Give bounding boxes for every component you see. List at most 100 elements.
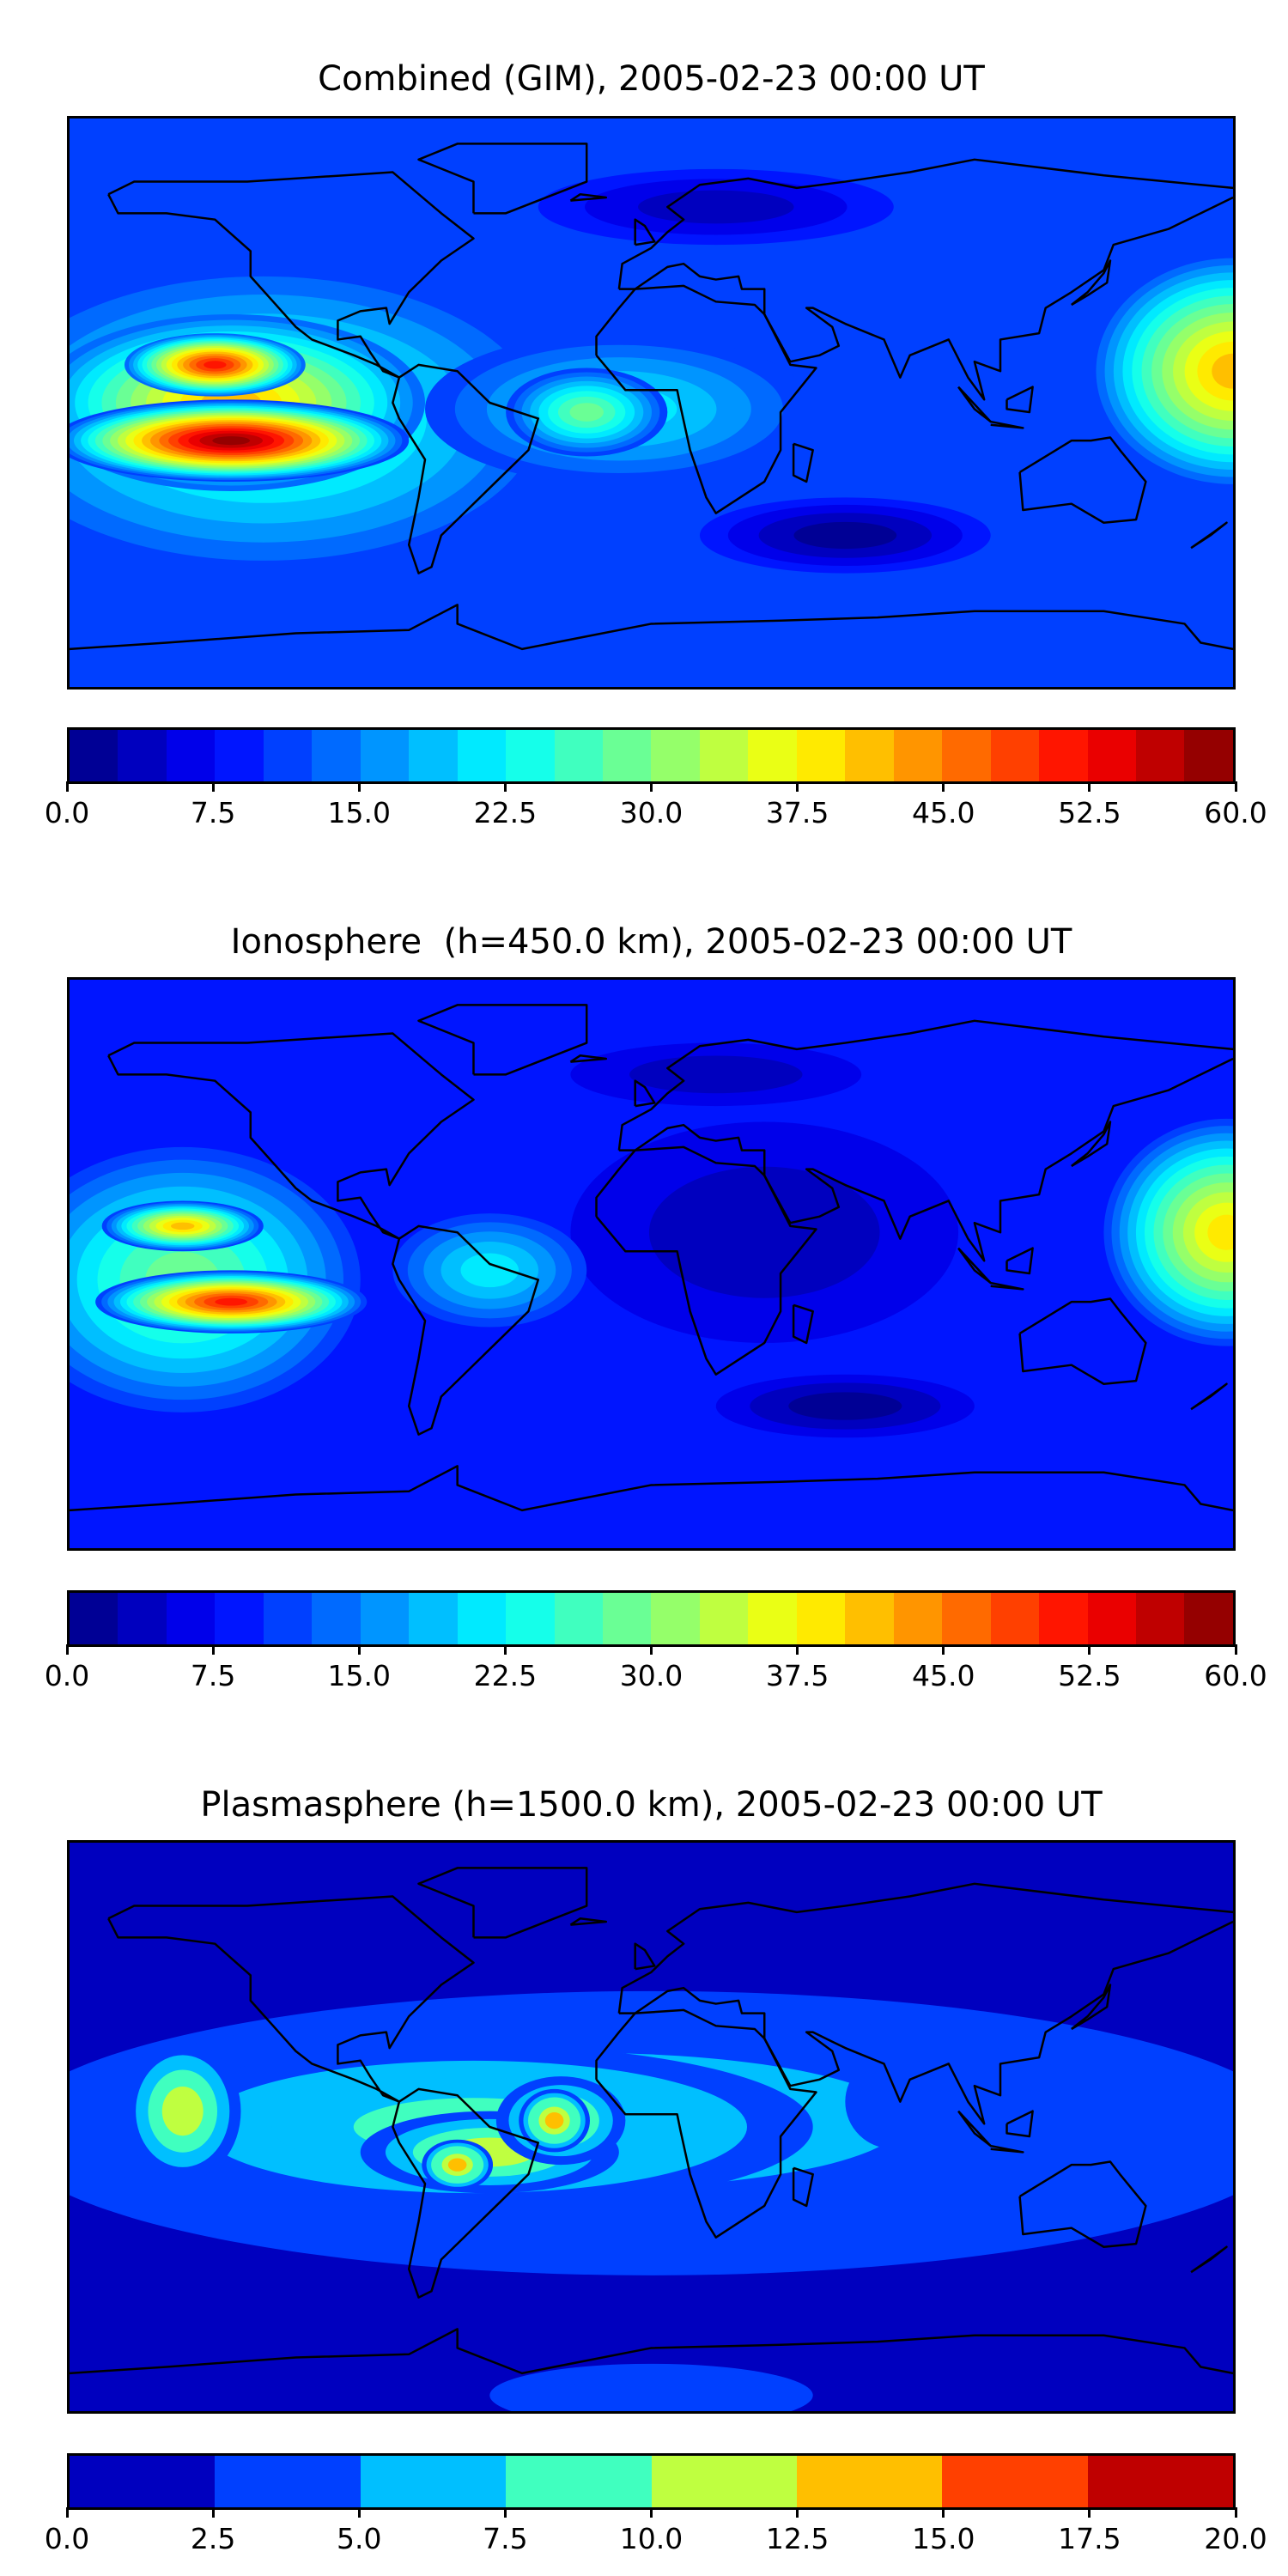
colorbar-ticks-combined: 0.0 7.5 15.0 22.5 30.0 37.5 45.0 52.5 60.0 (45, 781, 1267, 829)
tick-label: 12.5 (765, 2522, 829, 2555)
colorbar-bin (506, 730, 555, 781)
tick-label: 7.5 (483, 2522, 528, 2555)
tick-label: 60.0 (1204, 796, 1267, 829)
colorbar-bin (263, 730, 313, 781)
coastline (793, 444, 813, 482)
tick-mark (650, 2507, 653, 2518)
tick-mark (1234, 2507, 1237, 2518)
coastline (1007, 2111, 1033, 2136)
tick-mark (796, 781, 799, 792)
contour-level (460, 1253, 519, 1288)
tick-label: 60.0 (1204, 1659, 1267, 1692)
coastline (570, 194, 605, 200)
coastline (619, 160, 1233, 289)
coastline (1020, 1298, 1146, 1383)
colorbar-ionosphere (67, 1590, 1236, 1647)
tick-mark (65, 1644, 69, 1655)
colorbar-bin (942, 1593, 991, 1644)
colorbar-bin (893, 1593, 943, 1644)
colorbar-bin (215, 2456, 361, 2507)
contour-level (215, 1297, 248, 1306)
coastline (570, 1918, 605, 1924)
colorbar-bin (651, 1593, 700, 1644)
colorbar-bin (506, 1593, 555, 1644)
colorbar-bin (554, 1593, 603, 1644)
tick-mark (796, 1644, 799, 1655)
colorbar-bin (312, 1593, 361, 1644)
colorbar-bin (796, 1593, 846, 1644)
tick-mark (503, 2507, 507, 2518)
colorbar-bin (1087, 2456, 1233, 2507)
tick-mark (65, 781, 69, 792)
coastline (392, 2089, 538, 2298)
colorbar-bin (893, 730, 943, 781)
colorbar-bin (1087, 1593, 1136, 1644)
coastline (70, 1466, 1233, 1510)
colorbar-bin (845, 730, 894, 781)
colorbar-bin (166, 730, 216, 781)
tick-label: 15.0 (327, 796, 391, 829)
coastline (108, 1897, 473, 2102)
colorbar-bin (990, 730, 1040, 781)
tick-mark (1088, 2507, 1091, 2518)
tick-label: 5.0 (337, 2522, 382, 2555)
tick-mark (650, 781, 653, 792)
coastline (1191, 2247, 1226, 2272)
coastline (108, 1034, 473, 1239)
coastline (793, 1305, 813, 1343)
tick-label: 37.5 (765, 1659, 829, 1692)
colorbar-ticks-ionosphere: 0.0 7.5 15.0 22.5 30.0 37.5 45.0 52.5 60.0 (45, 1644, 1267, 1692)
tick-label: 7.5 (190, 796, 236, 829)
contour-level (544, 2112, 564, 2129)
tick-label: 15.0 (912, 2522, 975, 2555)
colorbar-bin (360, 1593, 410, 1644)
coastline (419, 143, 587, 213)
contour-level (1207, 1214, 1233, 1250)
colorbar-combined (67, 727, 1236, 784)
colorbar-bin (506, 2456, 652, 2507)
coastline (619, 1021, 1233, 1151)
tick-mark (1088, 781, 1091, 792)
colorbar-bin (651, 730, 700, 781)
tick-mark (211, 2507, 215, 2518)
colorbar-bin (166, 1593, 216, 1644)
coastline (419, 1868, 587, 1937)
contour-level (569, 403, 605, 422)
coastline (793, 2168, 813, 2206)
colorbar-bin (554, 730, 603, 781)
colorbar-bin (312, 730, 361, 781)
tick-mark (357, 781, 361, 792)
tick-mark (1234, 781, 1237, 792)
coastline (392, 1226, 538, 1435)
colorbar-bin (942, 2456, 1088, 2507)
colorbar-bin (263, 1593, 313, 1644)
coastline (991, 2146, 1024, 2152)
contour-level (1113, 2073, 1159, 2149)
tick-mark (503, 1644, 507, 1655)
tick-mark (1088, 1644, 1091, 1655)
map-svg (70, 1843, 1233, 2411)
contour-level (1212, 353, 1233, 389)
colorbar-bin (215, 730, 264, 781)
tick-label: 7.5 (190, 1659, 236, 1692)
colorbar-bin (796, 730, 846, 781)
chart-title-plasmasphere: Plasmasphere (h=1500.0 km), 2005-02-23 0… (200, 1785, 1103, 1825)
colorbar-ticks-plasmasphere: 0.0 2.5 5.0 7.5 10.0 12.5 15.0 17.5 20.0 (45, 2507, 1267, 2555)
tick-mark (942, 1644, 945, 1655)
coastline (1007, 387, 1033, 412)
coastline (635, 220, 655, 245)
coastline (1020, 437, 1146, 522)
tick-label: 22.5 (473, 796, 538, 829)
colorbar-bin (457, 1593, 507, 1644)
coastline (70, 605, 1233, 648)
colorbar-bin (409, 730, 458, 781)
tick-mark (942, 781, 945, 792)
coastline (958, 2111, 991, 2146)
tick-label: 10.0 (619, 2522, 683, 2555)
tick-label: 15.0 (327, 1659, 391, 1692)
colorbar-bin (1087, 730, 1136, 781)
coastline (1020, 2161, 1146, 2246)
coastline (958, 387, 991, 422)
coastline (1072, 1122, 1110, 1166)
coastline (1191, 523, 1226, 548)
